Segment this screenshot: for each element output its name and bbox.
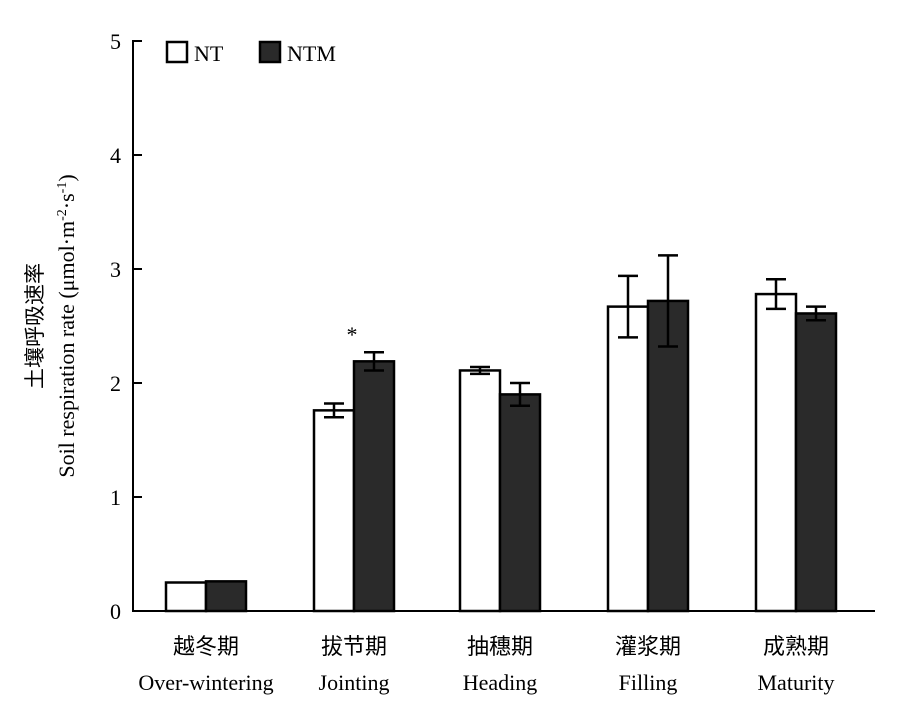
y-tick-label: 5 <box>110 29 121 54</box>
legend-item-ntm: NTM <box>258 40 336 66</box>
bar-nt <box>312 409 356 613</box>
x-tick-label: Heading <box>463 670 538 695</box>
x-tick-labels: 越冬期 Over-wintering 拔节期 Jointing 抽穗期 Heading 灌浆… <box>138 634 834 695</box>
x-tick-label: Jointing <box>319 670 390 695</box>
x-tick-label: Over-wintering <box>138 670 273 695</box>
significance-mark: * <box>347 322 358 347</box>
y-ticks: 0 1 2 3 4 5 <box>110 29 142 624</box>
y-tick-label: 3 <box>110 257 121 282</box>
x-tick-label-cn: 拔节期 <box>321 634 387 659</box>
axes <box>132 41 875 612</box>
legend-label-ntm: NTM <box>287 41 336 66</box>
legend-item-nt: NT <box>165 40 224 66</box>
bar-nt <box>458 369 502 613</box>
x-tick-label-cn: 抽穗期 <box>467 634 533 659</box>
bar-ntm <box>794 312 838 613</box>
legend-swatch-ntm <box>258 40 282 64</box>
y-axis-label: 土壤呼吸速率 Soil respiration rate (μmol·m-2·s… <box>23 174 79 477</box>
bar-nt <box>606 305 650 613</box>
y-axis-label-cn: 土壤呼吸速率 <box>23 263 47 389</box>
y-tick-label: 0 <box>110 599 121 624</box>
x-tick-label: Maturity <box>758 670 835 695</box>
significance-marks: * <box>347 322 358 347</box>
legend-swatch-nt <box>165 40 189 64</box>
y-axis-label-en: Soil respiration rate (μmol·m-2·s-1) <box>54 174 79 477</box>
bar-ntm <box>646 299 690 613</box>
x-tick-label: Filling <box>619 670 678 695</box>
bars-layer <box>164 292 838 613</box>
bar-ntm <box>498 393 542 613</box>
bar-ntm <box>204 580 248 613</box>
y-tick-label: 4 <box>110 143 121 168</box>
x-tick-label-cn: 越冬期 <box>173 634 239 659</box>
x-tick-label-cn: 灌浆期 <box>615 634 681 659</box>
legend-label-nt: NT <box>194 41 224 66</box>
error-bars-layer <box>324 254 826 419</box>
legend: NT NTM <box>165 40 336 66</box>
bar-nt <box>164 581 208 613</box>
y-tick-label: 1 <box>110 485 121 510</box>
y-tick-label: 2 <box>110 371 121 396</box>
x-tick-label-cn: 成熟期 <box>763 634 829 659</box>
bar-ntm <box>352 360 396 613</box>
bar-nt <box>754 292 798 613</box>
